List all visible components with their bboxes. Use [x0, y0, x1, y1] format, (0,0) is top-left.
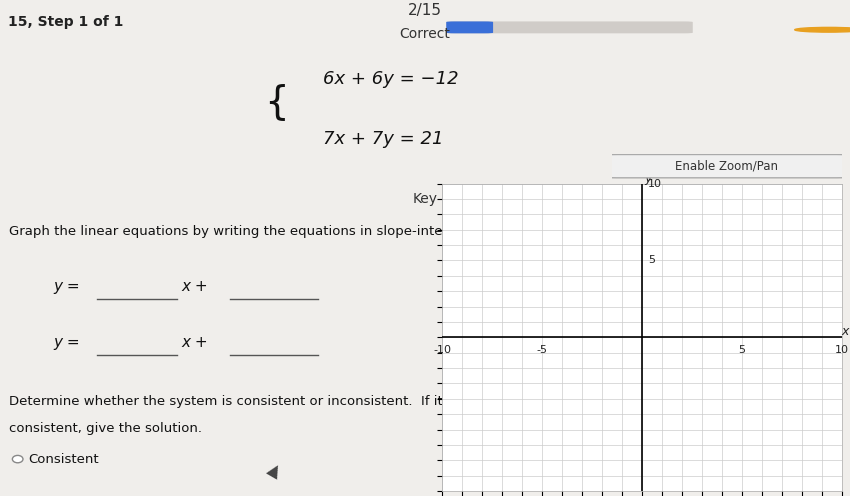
Text: ▲: ▲ — [264, 460, 284, 483]
Text: x: x — [842, 324, 849, 338]
Text: 2/15: 2/15 — [408, 3, 442, 18]
FancyBboxPatch shape — [446, 21, 493, 33]
Text: y =: y = — [53, 335, 80, 350]
Text: 10: 10 — [648, 179, 662, 188]
Text: Determine whether the system is consistent or inconsistent.  If it is: Determine whether the system is consiste… — [8, 394, 457, 408]
Text: 5: 5 — [738, 345, 745, 355]
Text: x +: x + — [181, 279, 208, 295]
Text: Correct: Correct — [400, 27, 451, 41]
Text: 7x + 7y = 21: 7x + 7y = 21 — [323, 130, 444, 148]
Text: 6x + 6y = −12: 6x + 6y = −12 — [323, 70, 459, 88]
Text: y: y — [644, 173, 651, 186]
Text: x +: x + — [181, 335, 208, 350]
Text: 5: 5 — [648, 255, 654, 265]
Text: consistent, give the solution.: consistent, give the solution. — [8, 422, 201, 435]
Text: -5: -5 — [536, 345, 547, 355]
Text: y =: y = — [53, 279, 80, 295]
Text: 10: 10 — [835, 345, 848, 355]
Text: 15, Step 1 of 1: 15, Step 1 of 1 — [8, 15, 124, 29]
Circle shape — [795, 27, 850, 32]
Text: Key: Key — [412, 191, 438, 205]
Circle shape — [13, 455, 23, 463]
Text: Enable Zoom/Pan: Enable Zoom/Pan — [675, 160, 779, 173]
Text: {: { — [264, 83, 289, 121]
FancyBboxPatch shape — [605, 155, 848, 178]
FancyBboxPatch shape — [446, 21, 693, 33]
Text: Consistent: Consistent — [29, 452, 99, 466]
Text: Graph the linear equations by writing the equations in slope-intercept form:: Graph the linear equations by writing th… — [8, 225, 517, 239]
Text: -10: -10 — [433, 345, 451, 355]
